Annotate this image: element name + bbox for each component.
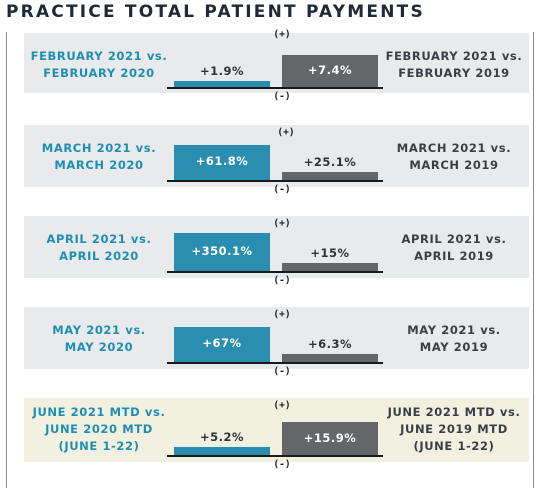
zero-baseline bbox=[167, 87, 383, 89]
label-vs-2019: JUNE 2021 MTD vs. JUNE 2019 MTD (JUNE 1-22… bbox=[379, 404, 529, 455]
label-line: APRIL 2021 vs. bbox=[46, 232, 152, 246]
value-label-vs-2020: +5.2% bbox=[199, 430, 245, 444]
minus-sign: (-) bbox=[273, 366, 291, 377]
plus-sign: (+) bbox=[273, 400, 291, 411]
label-line: APRIL 2019 bbox=[414, 249, 494, 263]
value-label-vs-2019: +6.3% bbox=[307, 337, 353, 351]
value-label-vs-2019: +15% bbox=[310, 246, 350, 260]
label-line: MARCH 2021 vs. bbox=[41, 141, 157, 155]
bar-vs-2019 bbox=[282, 172, 378, 180]
label-line: MAY 2019 bbox=[419, 340, 489, 354]
zero-baseline bbox=[167, 455, 383, 457]
comparison-panel: FEBRUARY 2021 vs. FEBRUARY 2020 FEBRUARY 2… bbox=[24, 29, 529, 102]
bar-vs-2020 bbox=[174, 144, 270, 180]
bar-vs-2020 bbox=[174, 326, 270, 362]
value-label-vs-2020: +67% bbox=[202, 336, 242, 351]
bar-vs-2019 bbox=[282, 354, 378, 362]
plus-sign: (+) bbox=[273, 218, 291, 229]
page-title: PRACTICE TOTAL PATIENT PAYMENTS bbox=[6, 2, 425, 22]
label-line: MAY 2021 vs. bbox=[52, 323, 146, 337]
label-vs-2020: JUNE 2021 MTD vs. JUNE 2020 MTD (JUNE 1-22… bbox=[24, 404, 174, 455]
plus-sign: (+) bbox=[277, 127, 295, 138]
value-label-vs-2019: +25.1% bbox=[303, 155, 357, 169]
label-line: (JUNE 1-22) bbox=[58, 439, 140, 453]
value-label-vs-2019: +15.9% bbox=[303, 430, 357, 445]
label-line: JUNE 2021 MTD vs. bbox=[387, 405, 521, 419]
label-line: FEBRUARY 2020 bbox=[43, 66, 155, 80]
plus-sign: (+) bbox=[273, 309, 291, 320]
label-line: FEBRUARY 2019 bbox=[398, 66, 510, 80]
label-line: FEBRUARY 2021 vs. bbox=[30, 49, 168, 63]
label-line: APRIL 2020 bbox=[59, 249, 139, 263]
bar-vs-2020 bbox=[174, 232, 270, 271]
label-line: MAY 2020 bbox=[64, 340, 134, 354]
comparison-panel: MAY 2021 vs. MAY 2020 MAY 2021 vs. MAY 2019… bbox=[24, 307, 529, 377]
label-line: JUNE 2020 MTD bbox=[45, 422, 153, 436]
bar-vs-2019 bbox=[282, 55, 378, 87]
label-line: FEBRUARY 2021 vs. bbox=[385, 49, 523, 63]
label-line: MARCH 2021 vs. bbox=[396, 141, 512, 155]
comparison-panel: JUNE 2021 MTD vs. JUNE 2020 MTD (JUNE 1-22… bbox=[24, 398, 529, 470]
label-line: (JUNE 1-22) bbox=[413, 439, 495, 453]
zero-baseline bbox=[167, 362, 383, 364]
label-vs-2020: APRIL 2021 vs. APRIL 2020 bbox=[24, 231, 174, 265]
zero-baseline bbox=[167, 271, 383, 273]
value-label-vs-2019: +7.4% bbox=[307, 63, 353, 78]
minus-sign: (-) bbox=[273, 91, 291, 102]
label-line: JUNE 2019 MTD bbox=[400, 422, 508, 436]
label-line: APRIL 2021 vs. bbox=[401, 232, 507, 246]
comparison-panel: MARCH 2021 vs. MARCH 2020 MARCH 2021 vs. MA… bbox=[24, 125, 529, 195]
value-label-vs-2020: +1.9% bbox=[199, 64, 245, 78]
label-line: MARCH 2020 bbox=[54, 158, 144, 172]
chart-frame bbox=[6, 32, 534, 488]
label-vs-2019: APRIL 2021 vs. APRIL 2019 bbox=[379, 231, 529, 265]
value-label-vs-2020: +61.8% bbox=[195, 154, 249, 169]
minus-sign: (-) bbox=[273, 459, 291, 470]
bar-vs-2019 bbox=[282, 263, 378, 271]
label-vs-2020: MAY 2021 vs. MAY 2020 bbox=[24, 322, 174, 356]
label-line: MAY 2021 vs. bbox=[407, 323, 501, 337]
label-vs-2020: MARCH 2021 vs. MARCH 2020 bbox=[24, 140, 174, 174]
value-label-vs-2020: +350.1% bbox=[191, 243, 253, 258]
minus-sign: (-) bbox=[273, 275, 291, 286]
minus-sign: (-) bbox=[273, 184, 291, 195]
zero-baseline bbox=[167, 180, 383, 182]
label-line: JUNE 2021 MTD vs. bbox=[32, 405, 166, 419]
label-vs-2020: FEBRUARY 2021 vs. FEBRUARY 2020 bbox=[24, 48, 174, 82]
label-vs-2019: MARCH 2021 vs. MARCH 2019 bbox=[379, 140, 529, 174]
bar-vs-2019 bbox=[282, 422, 378, 455]
bar-vs-2020 bbox=[174, 447, 270, 455]
comparison-panel: APRIL 2021 vs. APRIL 2020 APRIL 2021 vs. AP… bbox=[24, 216, 529, 286]
plus-sign: (+) bbox=[273, 29, 291, 40]
label-vs-2019: FEBRUARY 2021 vs. FEBRUARY 2019 bbox=[379, 48, 529, 82]
bar-vs-2020 bbox=[174, 81, 270, 87]
label-line: MARCH 2019 bbox=[409, 158, 499, 172]
label-vs-2019: MAY 2021 vs. MAY 2019 bbox=[379, 322, 529, 356]
